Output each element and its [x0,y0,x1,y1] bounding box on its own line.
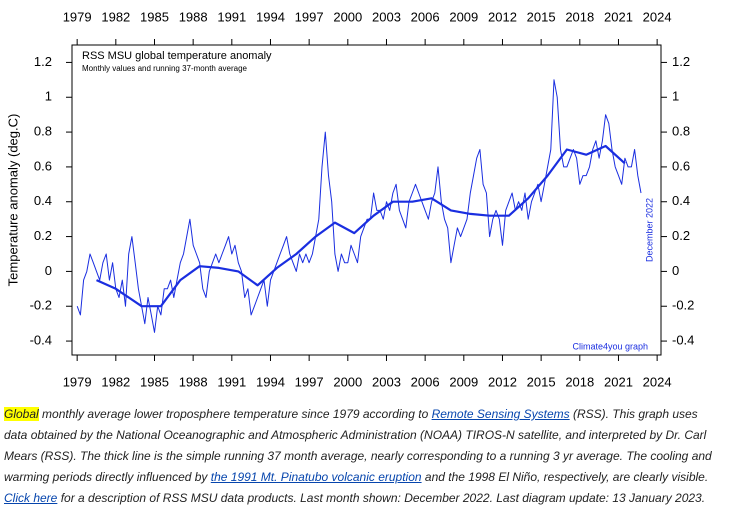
y-tick-label: 0.2 [672,228,690,243]
x-tick-label: 1988 [179,374,208,389]
x-tick-label: 2018 [565,9,594,24]
caption-text: (RSS). This graph uses data obtained by … [4,407,712,484]
chart-subtitle: Monthly values and running 37-month aver… [82,64,248,73]
x-tick-label: 1982 [101,9,130,24]
x-tick-label: 1991 [217,9,246,24]
y-tick-label: -0.2 [30,298,52,313]
x-tick-label: 1997 [295,9,324,24]
x-tick-label: 2018 [565,374,594,389]
annotation: December 2022 [644,198,654,262]
link[interactable]: the 1991 Mt. Pinatubo volcanic eruption [210,470,422,484]
x-tick-label: 1991 [217,374,246,389]
y-tick-label: 0.4 [34,193,52,208]
x-tick-label: 2000 [333,9,362,24]
annotation: Climate4you graph [572,341,648,351]
x-tick-label: 2009 [449,9,478,24]
x-tick-label: 1982 [101,374,130,389]
y-tick-label: 0.4 [672,193,690,208]
x-tick-label: 1979 [63,374,92,389]
caption-text: and the 1998 El Niño, respectively, are … [421,470,709,484]
chart: RSS MSU global temperature anomaly Month… [5,9,694,389]
y-tick-label: 0.6 [34,158,52,173]
x-tick-label: 2015 [527,374,556,389]
y-tick-label: -0.4 [30,333,52,348]
highlight: Global [4,407,39,421]
x-tick-label: 1985 [140,374,169,389]
y-tick-label: 0.8 [34,124,52,139]
x-tick-label: 1988 [179,9,208,24]
y-tick-label: -0.4 [672,333,694,348]
y-tick-label: 1 [672,89,679,104]
x-tick-label: 2006 [411,374,440,389]
data-line [96,144,626,308]
y-tick-label: 1 [45,89,52,104]
x-tick-label: 2024 [643,9,672,24]
caption-text: monthly average lower troposphere temper… [38,407,432,421]
y-tick-label: -0.2 [672,298,694,313]
x-tick-label: 1979 [63,9,92,24]
x-tick-label: 2024 [643,374,672,389]
x-tick-label: 2009 [449,374,478,389]
x-tick-label: 2003 [372,374,401,389]
y-tick-label: 1.2 [672,54,690,69]
plot-frame [71,44,662,356]
y-tick-label: 0 [672,263,679,278]
x-tick-label: 2006 [411,9,440,24]
x-tick-label: 1985 [140,9,169,24]
chart-title: RSS MSU global temperature anomaly [82,50,272,62]
y-axis-label: Temperature anomaly (deg.C) [5,114,20,287]
y-tick-label: 0.8 [672,124,690,139]
x-tick-label: 1994 [256,374,285,389]
x-tick-label: 2012 [488,374,517,389]
y-tick-label: 0 [45,263,52,278]
data-line [76,79,642,333]
x-tick-label: 2015 [527,9,556,24]
y-tick-label: 1.2 [34,54,52,69]
link[interactable]: Click here [4,491,58,505]
x-tick-label: 1997 [295,374,324,389]
y-tick-label: 0.2 [34,228,52,243]
x-tick-label: 2000 [333,374,362,389]
x-tick-label: 2012 [488,9,517,24]
x-tick-label: 2003 [372,9,401,24]
x-tick-label: 1994 [256,9,285,24]
link[interactable]: Remote Sensing Systems [431,407,570,421]
x-tick-label: 2021 [604,9,633,24]
caption: Global monthly average lower troposphere… [4,404,720,509]
x-tick-label: 2021 [604,374,633,389]
y-tick-label: 0.6 [672,158,690,173]
caption-text: for a description of RSS MSU data produc… [57,491,706,505]
